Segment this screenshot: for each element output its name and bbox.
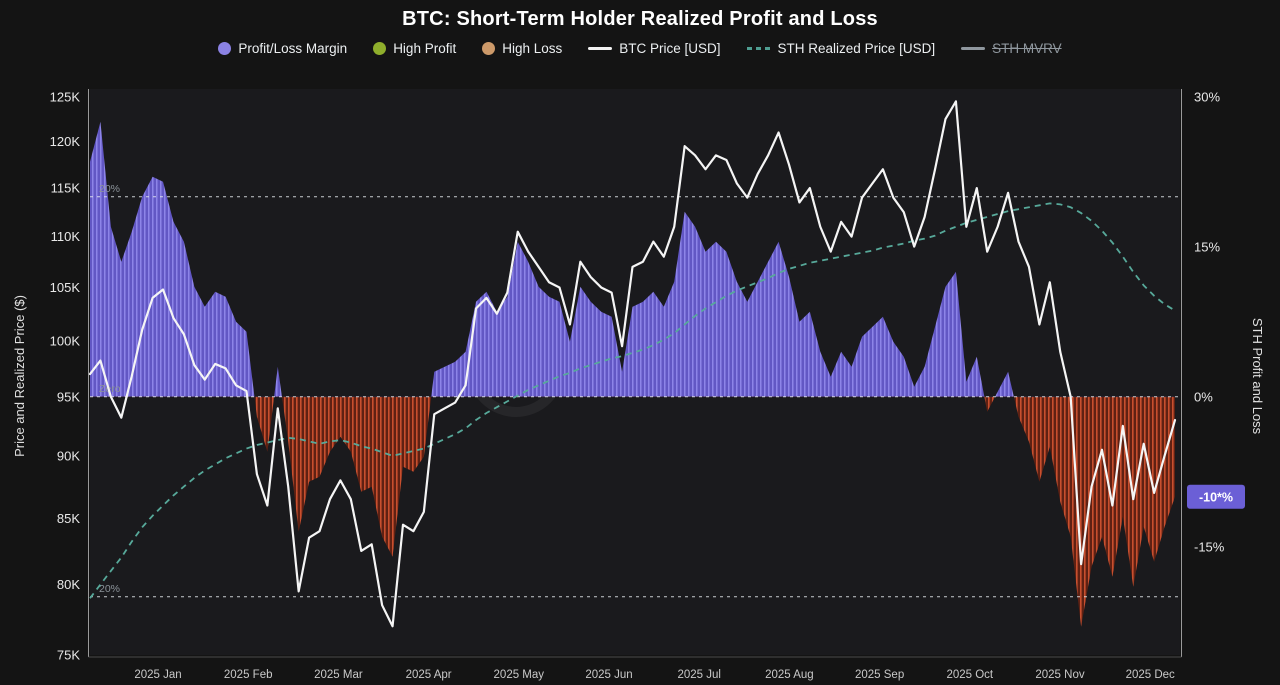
threshold-label: 20% (99, 583, 120, 595)
svg-text:-10*%: -10*% (1199, 490, 1233, 504)
legend-dot-icon (482, 42, 496, 55)
left-axis-tick: 85K (57, 511, 80, 526)
page-title: BTC: Short-Term Holder Realized Profit a… (402, 8, 878, 30)
left-axis-tick: 110K (51, 229, 81, 244)
threshold-label: Zero (99, 383, 121, 395)
btc-price-line (88, 100, 1177, 628)
left-axis-tick: 115K (51, 181, 81, 196)
sth-realized-price-line (89, 202, 1176, 599)
x-axis-month-label: 2025 Feb (224, 669, 273, 681)
legend-item-sth-mvrv[interactable]: STH MVRV (961, 41, 1062, 56)
left-axis-tick: 125K (50, 90, 81, 105)
chart-legend: Profit/Loss Margin High Profit High Loss… (0, 41, 1280, 56)
x-axis-month-label: 2025 Mar (314, 669, 363, 681)
right-axis-tick: 30% (1194, 89, 1220, 104)
x-axis-month-label: 2025 Jul (677, 669, 720, 681)
legend-label: STH MVRV (992, 41, 1062, 56)
legend-line-icon (961, 47, 986, 50)
loss-margin-area (90, 396, 1175, 627)
legend-label: BTC Price [USD] (619, 41, 721, 56)
profit-margin-area (90, 121, 1014, 397)
x-axis-month-label: 2025 Nov (1035, 669, 1084, 681)
left-axis-tick: 80K (57, 577, 80, 592)
right-axis-tick: -15% (1194, 539, 1225, 554)
left-axis-title: Price and Realized Price ($) (12, 295, 27, 457)
legend-label: High Profit (393, 41, 457, 56)
chart-header: BTC: Short-Term Holder Realized Profit a… (0, 0, 1280, 56)
legend-dot-icon (218, 42, 232, 55)
legend-item-btc-price[interactable]: BTC Price [USD] (588, 41, 721, 56)
left-axis-tick: 120K (50, 134, 81, 149)
current-margin-badge: -10*% (1187, 484, 1245, 509)
legend-item-high-loss[interactable]: High Loss (482, 41, 562, 56)
right-axis-tick: 0% (1194, 389, 1213, 404)
legend-dashed-line-icon (746, 47, 771, 50)
legend-label: Profit/Loss Margin (238, 41, 348, 56)
x-axis-month-label: 2025 Oct (946, 669, 993, 681)
x-axis-month-label: 2025 Dec (1126, 669, 1175, 681)
x-axis-month-label: 2025 May (494, 669, 545, 681)
left-axis-tick: 90K (57, 448, 80, 463)
right-axis-tick: 15% (1194, 239, 1220, 254)
left-axis-tick: 100K (50, 333, 81, 348)
x-axis-month-label: 2025 Apr (406, 669, 452, 681)
x-axis-month-label: 2025 Aug (765, 669, 814, 681)
legend-label: High Loss (502, 41, 563, 56)
legend-item-sth-realized-price[interactable]: STH Realized Price [USD] (746, 41, 936, 56)
x-axis-month-label: 2025 Sep (855, 669, 904, 681)
x-axis-month-label: 2025 Jan (134, 669, 181, 681)
legend-item-high-profit[interactable]: High Profit (373, 41, 456, 56)
x-axis-month-label: 2025 Jun (585, 669, 632, 681)
threshold-label: 20% (99, 183, 120, 195)
legend-dot-icon (373, 42, 387, 55)
left-axis-tick: 75K (57, 648, 80, 663)
legend-line-icon (588, 47, 613, 50)
left-axis-tick: 95K (57, 389, 80, 404)
legend-label: STH Realized Price [USD] (777, 41, 936, 56)
legend-item-profit-loss-margin[interactable]: Profit/Loss Margin (218, 41, 347, 56)
left-axis-tick: 105K (50, 280, 81, 295)
right-axis-title: STH Profit and Loss (1250, 318, 1265, 435)
